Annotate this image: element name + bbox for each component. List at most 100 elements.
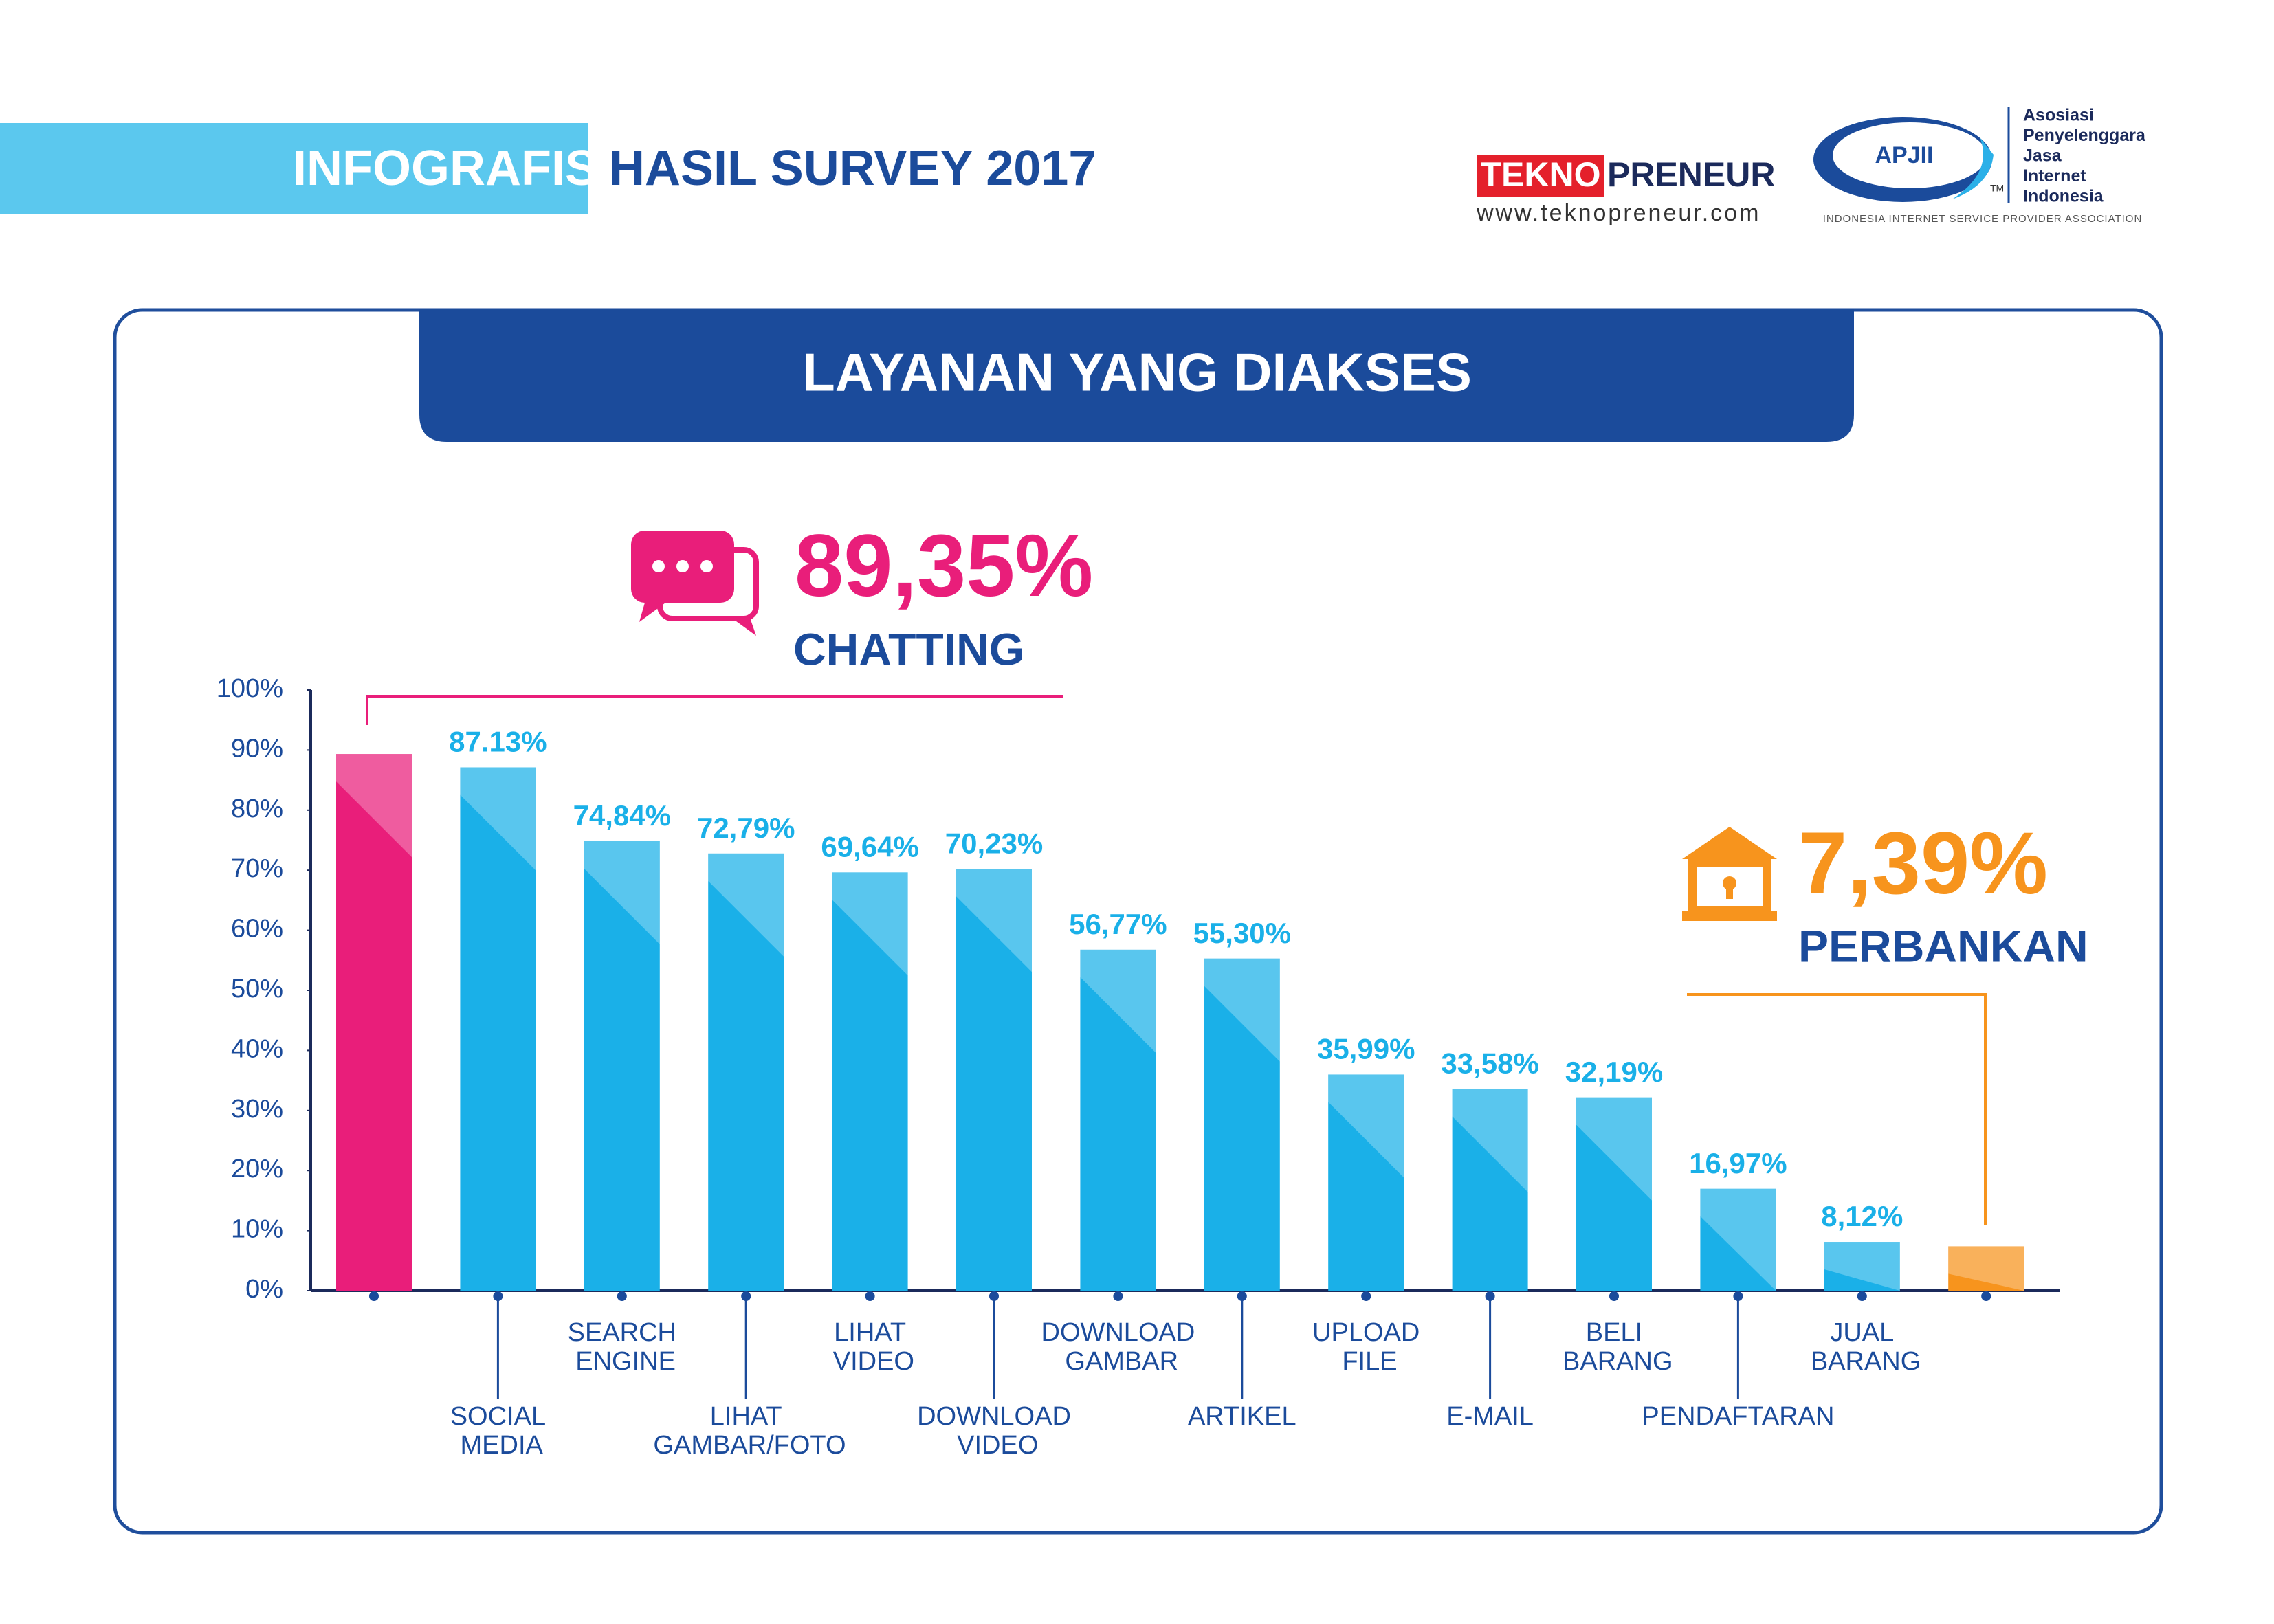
value-label: 8,12%	[1821, 1200, 1903, 1232]
value-label: 69,64%	[821, 830, 918, 863]
bar	[1948, 1246, 2024, 1291]
logo-name-line: Internet	[2023, 166, 2086, 186]
logo-name-line: Jasa	[2023, 146, 2062, 166]
x-tick-label: UPLOAD FILE	[1312, 1318, 1420, 1376]
y-tick-label: 90%	[231, 734, 283, 763]
callout-value: 89,35%	[795, 517, 1093, 615]
bar-highlight	[832, 872, 908, 976]
value-label: 72,79%	[697, 812, 795, 844]
logo-tm: TM	[1990, 183, 2004, 194]
y-tick-label: 20%	[231, 1155, 283, 1183]
bar	[460, 767, 536, 1291]
bar	[1824, 1242, 1900, 1291]
bar-highlight	[1204, 958, 1280, 1062]
bar-highlight	[1824, 1242, 1900, 1291]
x-tick-label: ARTIKEL	[1188, 1402, 1296, 1431]
x-tick-label: E-MAIL	[1446, 1402, 1534, 1431]
value-label: 33,58%	[1441, 1047, 1538, 1080]
bar	[1328, 1074, 1404, 1291]
value-label: 87.13%	[449, 726, 547, 758]
callout-bracket	[1687, 993, 1987, 1225]
bar-highlight	[460, 767, 536, 871]
value-label: 35,99%	[1317, 1033, 1415, 1065]
logo-name-line: Penyelenggara	[2023, 126, 2146, 145]
x-tick-label: DOWNLOAD GAMBAR	[1041, 1318, 1195, 1376]
y-tick-label: 10%	[231, 1215, 283, 1244]
y-tick-label: 30%	[231, 1095, 283, 1124]
axis-dot	[1733, 1291, 1743, 1301]
bar-highlight	[956, 869, 1032, 972]
bank-icon	[1688, 858, 1771, 915]
chat-icon	[639, 598, 670, 622]
logo-swoosh	[1952, 137, 1994, 199]
chat-icon	[676, 560, 689, 572]
bar-highlight	[1948, 1246, 2024, 1291]
bar	[336, 754, 412, 1291]
logo-url: www.teknopreneur.com	[1476, 200, 1760, 226]
axis-dot	[369, 1291, 379, 1301]
chat-icon	[729, 616, 756, 636]
y-tick-label: 70%	[231, 854, 283, 883]
logo-name: APJII	[1875, 142, 1933, 168]
y-tick-label: 100%	[217, 674, 283, 703]
bar	[956, 869, 1032, 1291]
axis-dot	[865, 1291, 875, 1301]
y-tick-label: 40%	[231, 1034, 283, 1063]
axis-dot	[1857, 1291, 1867, 1301]
callout-label: CHATTING	[793, 623, 1024, 674]
bar	[1204, 958, 1280, 1291]
bar	[1700, 1188, 1776, 1291]
bank-icon	[1682, 827, 1777, 859]
header-tag: INFOGRAFIS	[293, 141, 598, 196]
axis-dot	[1361, 1291, 1371, 1301]
axis-dot	[493, 1291, 503, 1301]
bar-highlight	[336, 754, 412, 858]
x-tick-label: JUAL BARANG	[1803, 1318, 1921, 1376]
header-title: HASIL SURVEY 2017	[609, 141, 1096, 196]
bar-highlight	[1328, 1074, 1404, 1178]
axis-dot	[1485, 1291, 1495, 1301]
bank-icon	[1682, 911, 1777, 921]
logo-name-line: Indonesia	[2023, 187, 2104, 206]
y-tick-label: 60%	[231, 915, 283, 944]
y-tick-label: 0%	[245, 1275, 283, 1304]
logo-name-line: Asosiasi	[2023, 106, 2094, 125]
axis-dot	[741, 1291, 751, 1301]
value-label: 32,19%	[1565, 1056, 1663, 1088]
logo-box	[1477, 155, 1604, 197]
logo-text: TEKNO	[1481, 155, 1601, 194]
value-label: 74,84%	[573, 799, 671, 832]
callout-value: 7,39%	[1798, 814, 2048, 913]
bar-highlight	[1452, 1089, 1528, 1192]
bar-highlight	[1700, 1188, 1776, 1291]
logo-text: PRENEUR	[1607, 155, 1775, 194]
title-banner	[419, 309, 1854, 442]
x-tick-label: DOWNLOAD VIDEO	[917, 1402, 1071, 1460]
x-tick-label: SOCIAL MEDIA	[450, 1402, 546, 1460]
bar	[832, 872, 908, 1291]
value-label: 16,97%	[1689, 1147, 1787, 1179]
bank-icon	[1726, 885, 1733, 899]
x-tick-label: SEARCH ENGINE	[568, 1318, 676, 1376]
bar-highlight	[584, 841, 660, 944]
bar-highlight	[1576, 1097, 1652, 1201]
logo-full-name: AsosiasiPenyelenggaraJasaInternetIndones…	[2023, 106, 2146, 206]
callout-bracket	[366, 695, 1063, 725]
header-band	[0, 123, 588, 214]
logo-tagline: INDONESIA INTERNET SERVICE PROVIDER ASSO…	[1823, 213, 2143, 225]
bar	[1452, 1089, 1528, 1291]
axis-dot	[1609, 1291, 1619, 1301]
bar	[584, 841, 660, 1291]
bar	[1080, 949, 1156, 1291]
y-tick-label: 50%	[231, 975, 283, 1003]
y-tick-label: 80%	[231, 794, 283, 823]
callout-label: PERBANKAN	[1798, 920, 2088, 971]
x-tick-label: LIHAT GAMBAR/FOTO	[646, 1402, 846, 1460]
axis-dot	[1113, 1291, 1123, 1301]
x-tick-label: PENDAFTARAN	[1642, 1402, 1834, 1431]
x-tick-label: BELI BARANG	[1555, 1318, 1673, 1376]
value-label: 55,30%	[1193, 917, 1291, 949]
bar	[708, 853, 784, 1291]
bar-highlight	[1080, 949, 1156, 1053]
